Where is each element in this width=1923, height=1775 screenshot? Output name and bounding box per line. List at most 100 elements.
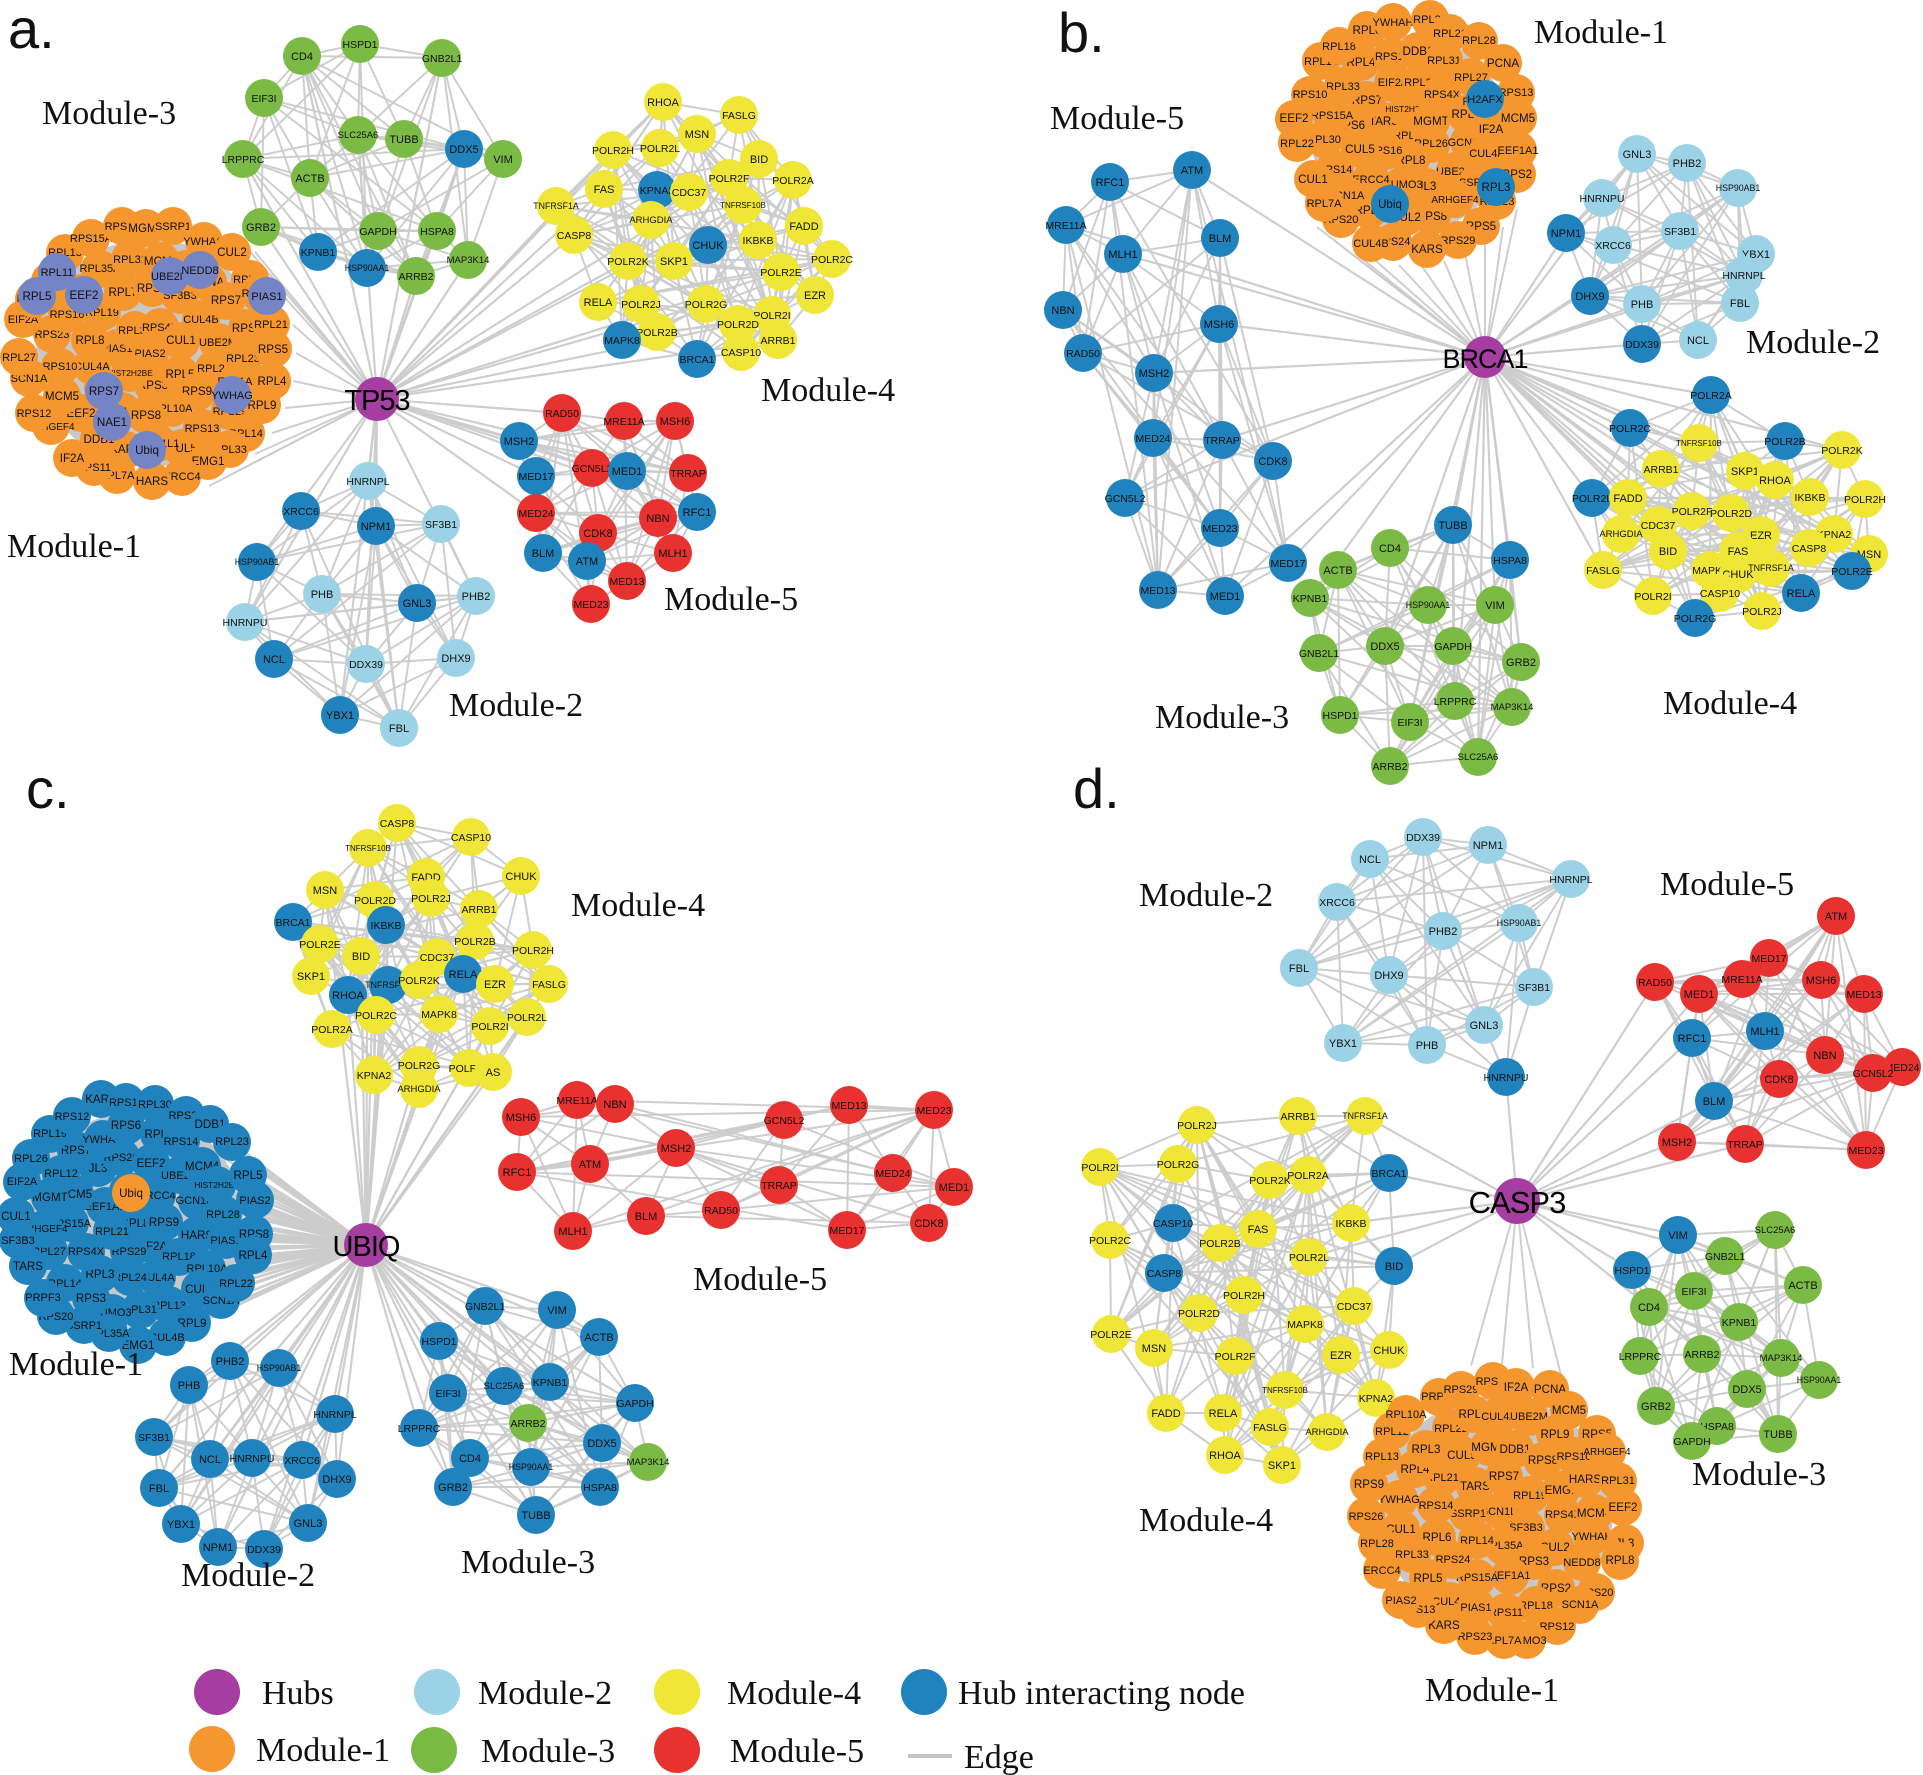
svg-text:CUL4A: CUL4A	[1469, 148, 1505, 160]
svg-text:CUL1: CUL1	[1, 1210, 31, 1223]
svg-text:XRCC6: XRCC6	[283, 506, 319, 518]
svg-text:CHUK: CHUK	[1373, 1345, 1405, 1357]
svg-text:CUL5: CUL5	[1345, 143, 1375, 156]
svg-text:HNRNPU: HNRNPU	[1484, 1072, 1529, 1084]
svg-text:KPNB1: KPNB1	[1293, 593, 1328, 605]
svg-text:HSP90AB1: HSP90AB1	[235, 557, 280, 567]
svg-text:b.: b.	[1058, 1, 1105, 64]
svg-text:TNFRSF10B: TNFRSF10B	[720, 201, 766, 210]
svg-text:EIF3I: EIF3I	[435, 1388, 460, 1400]
svg-text:EMG1: EMG1	[122, 1339, 155, 1352]
svg-text:ARHGDIA: ARHGDIA	[1305, 1427, 1349, 1438]
svg-text:BRCA1: BRCA1	[679, 354, 714, 366]
svg-text:EEF2: EEF2	[137, 1157, 166, 1170]
svg-text:RPS9: RPS9	[1354, 1478, 1384, 1491]
svg-text:RPS29: RPS29	[1444, 1384, 1479, 1396]
svg-text:SCN1A: SCN1A	[11, 373, 48, 385]
svg-text:NBN: NBN	[646, 513, 669, 525]
svg-text:RPS4X: RPS4X	[68, 1246, 105, 1258]
svg-text:NBN: NBN	[603, 1099, 626, 1111]
svg-text:TUBB: TUBB	[521, 1510, 550, 1522]
svg-text:RPS15A: RPS15A	[1456, 1572, 1499, 1584]
svg-text:CASP3: CASP3	[1469, 1185, 1566, 1220]
svg-text:HNRNPU: HNRNPU	[1580, 193, 1625, 205]
svg-text:FASLG: FASLG	[1586, 565, 1620, 577]
svg-text:VIM: VIM	[1668, 1230, 1688, 1242]
svg-text:POLR2I: POLR2I	[471, 1021, 508, 1033]
svg-text:RPL31: RPL31	[113, 254, 147, 266]
svg-text:GCN5L2: GCN5L2	[572, 463, 613, 475]
svg-text:LRPPRC: LRPPRC	[398, 1423, 441, 1435]
svg-text:HNRNPL: HNRNPL	[313, 1409, 356, 1421]
svg-text:MED1: MED1	[1684, 989, 1715, 1001]
svg-text:MED17: MED17	[1270, 558, 1305, 570]
svg-text:Module-2: Module-2	[1746, 324, 1880, 361]
svg-text:XRCC6: XRCC6	[1595, 240, 1631, 252]
svg-text:IF2A: IF2A	[60, 452, 85, 465]
svg-text:RPL11: RPL11	[41, 267, 74, 279]
svg-text:YBX1: YBX1	[1329, 1038, 1357, 1050]
svg-text:MED13: MED13	[609, 576, 644, 588]
svg-text:DDB1: DDB1	[1500, 1443, 1531, 1456]
svg-text:c.: c.	[26, 757, 70, 820]
svg-text:Module-5: Module-5	[1050, 100, 1184, 137]
svg-text:FADD: FADD	[789, 221, 818, 233]
svg-text:EEF2: EEF2	[1280, 112, 1309, 125]
svg-text:FASLG: FASLG	[722, 110, 756, 122]
svg-text:SSRP1: SSRP1	[155, 221, 191, 233]
svg-text:HARS: HARS	[181, 1229, 213, 1242]
svg-text:RPL23: RPL23	[215, 1136, 249, 1148]
svg-text:XRCC6: XRCC6	[284, 1455, 320, 1467]
svg-text:KARS: KARS	[1411, 243, 1443, 256]
svg-text:RPL21: RPL21	[254, 319, 288, 331]
svg-text:IF2A: IF2A	[1504, 1381, 1529, 1394]
svg-text:MRE11A: MRE11A	[603, 416, 644, 428]
svg-text:POLR2B: POLR2B	[454, 936, 495, 948]
svg-text:CDC37: CDC37	[1641, 520, 1676, 532]
svg-text:BID: BID	[1385, 1261, 1403, 1273]
svg-text:GNB2L1: GNB2L1	[465, 1301, 505, 1313]
svg-text:ARRB2: ARRB2	[398, 271, 433, 283]
svg-text:MSH2: MSH2	[1139, 368, 1170, 380]
svg-text:MGMT: MGMT	[1413, 115, 1448, 128]
svg-text:MED24: MED24	[1884, 1062, 1919, 1074]
svg-text:RELA: RELA	[449, 969, 478, 981]
svg-text:Module-4: Module-4	[761, 372, 895, 409]
svg-text:ERCC4: ERCC4	[1363, 1565, 1400, 1577]
svg-text:POLR2H: POLR2H	[1223, 1290, 1265, 1302]
svg-text:ACTB: ACTB	[1788, 1280, 1817, 1292]
svg-text:MSN: MSN	[313, 885, 338, 897]
svg-text:CDC37: CDC37	[1337, 1301, 1372, 1313]
svg-text:PHB: PHB	[1416, 1040, 1439, 1052]
svg-text:Module-5: Module-5	[693, 1261, 827, 1298]
svg-text:SKP1: SKP1	[297, 971, 325, 983]
svg-text:RPS4X: RPS4X	[1545, 1509, 1582, 1521]
svg-text:Module-2: Module-2	[478, 1675, 612, 1712]
svg-text:DDX5: DDX5	[1370, 641, 1399, 653]
svg-text:RPL8: RPL8	[75, 334, 104, 347]
svg-text:PHB: PHB	[311, 589, 334, 601]
svg-text:MSH6: MSH6	[506, 1112, 537, 1124]
svg-text:RPL24: RPL24	[113, 1272, 147, 1284]
svg-text:POLR2G: POLR2G	[1674, 613, 1717, 625]
svg-text:BRCA1: BRCA1	[275, 917, 310, 929]
svg-text:MED24: MED24	[1135, 433, 1170, 445]
svg-text:RPS7: RPS7	[1489, 1470, 1519, 1483]
svg-text:RPS14: RPS14	[164, 1136, 199, 1148]
svg-text:RHOA: RHOA	[1759, 475, 1791, 487]
svg-text:POLR2H: POLR2H	[512, 945, 554, 957]
svg-text:DDX39: DDX39	[1625, 339, 1659, 351]
svg-text:CD4: CD4	[1638, 1302, 1660, 1314]
svg-text:KPNA2: KPNA2	[1817, 529, 1852, 541]
svg-text:HSP90AB1: HSP90AB1	[1497, 918, 1542, 928]
svg-text:DDX5: DDX5	[1732, 1384, 1761, 1396]
svg-text:TARS: TARS	[1460, 1480, 1490, 1493]
svg-text:EZR: EZR	[1330, 1350, 1352, 1362]
svg-text:RPL9: RPL9	[247, 399, 276, 412]
svg-text:Module-5: Module-5	[664, 581, 798, 618]
svg-text:SSRP1: SSRP1	[1450, 1508, 1486, 1520]
svg-text:FBL: FBL	[1289, 963, 1309, 975]
svg-text:PIAS1: PIAS1	[1460, 1602, 1491, 1614]
svg-text:DDX5: DDX5	[587, 1438, 616, 1450]
svg-text:Module-4: Module-4	[1139, 1502, 1273, 1539]
